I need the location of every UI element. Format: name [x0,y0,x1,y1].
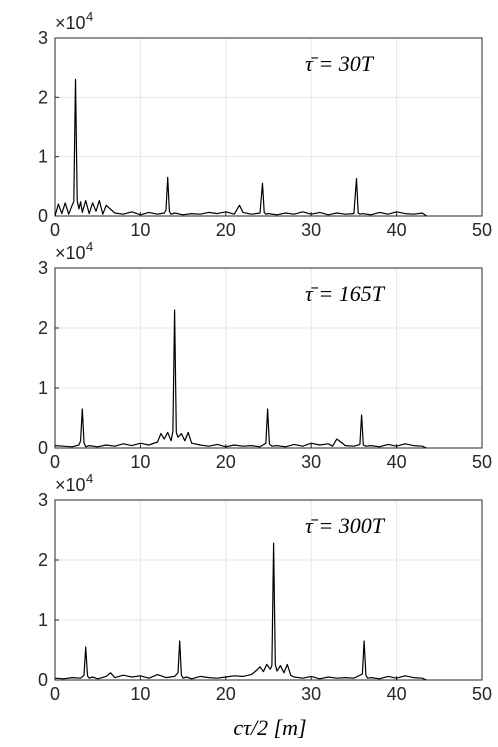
panel-tau-30T: 0 10 20 30 40 50 0 1 2 3 ×10 4 τ̄ = 30T [38,9,492,240]
y-tick-label: 0 [38,670,48,690]
y-tick-label: 1 [38,147,48,167]
x-tick-label: 20 [216,684,236,704]
axes-box [54,499,483,681]
panel-tau-165T: 0 10 20 30 40 50 0 1 2 3 ×10 4 τ̄ = 165T [38,239,492,472]
x-tick-label: 0 [50,452,60,472]
x-tick-label: 30 [301,452,321,472]
y-exponent-superscript: 4 [86,471,93,486]
y-tick-label: 1 [38,610,48,630]
y-exponent-superscript: 4 [86,9,93,24]
x-tick-label: 10 [130,220,150,240]
y-tick-label: 1 [38,378,48,398]
x-tick-label: 10 [130,452,150,472]
y-exponent-label: ×10 [55,475,86,495]
y-tick-label: 3 [38,28,48,48]
y-tick-label: 2 [38,318,48,338]
x-tick-label: 50 [472,220,492,240]
x-tick-label: 0 [50,220,60,240]
y-tick-label: 0 [38,206,48,226]
x-tick-label: 30 [301,220,321,240]
panel-annotation: τ̄ = 300T [305,513,386,538]
axes-box [54,267,483,449]
y-exponent-label: ×10 [55,13,86,33]
y-tick-label: 3 [38,258,48,278]
x-tick-label: 10 [130,684,150,704]
x-tick-label: 50 [472,452,492,472]
x-tick-label: 30 [301,684,321,704]
y-exponent-superscript: 4 [86,239,93,254]
series-line [54,78,427,217]
x-tick-label: 50 [472,684,492,704]
x-tick-label: 40 [387,452,407,472]
y-tick-label: 2 [38,87,48,107]
panel-annotation: τ̄ = 30T [305,51,375,76]
panel-tau-300T: 0 10 20 30 40 50 0 1 2 3 ×10 4 τ̄ = 300T [38,471,492,704]
x-tick-label: 40 [387,220,407,240]
x-tick-label: 20 [216,220,236,240]
y-tick-label: 2 [38,550,48,570]
series-line [54,309,427,449]
x-tick-label: 0 [50,684,60,704]
axes-box [54,37,483,217]
panel-annotation: τ̄ = 165T [305,281,386,306]
x-tick-label: 40 [387,684,407,704]
y-exponent-label: ×10 [55,243,86,263]
y-tick-label: 0 [38,438,48,458]
y-tick-label: 3 [38,490,48,510]
x-tick-label: 20 [216,452,236,472]
x-axis-label: cτ/2 [m] [233,715,306,740]
series-line [54,542,427,681]
